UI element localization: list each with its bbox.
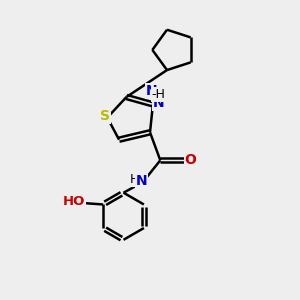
Text: N: N [152,96,164,110]
Text: S: S [100,109,110,123]
Text: HO: HO [63,195,86,208]
Text: N: N [146,84,158,98]
Text: H: H [130,173,139,186]
Text: N: N [135,174,147,188]
Text: O: O [185,153,197,167]
Text: -H: -H [151,88,165,101]
